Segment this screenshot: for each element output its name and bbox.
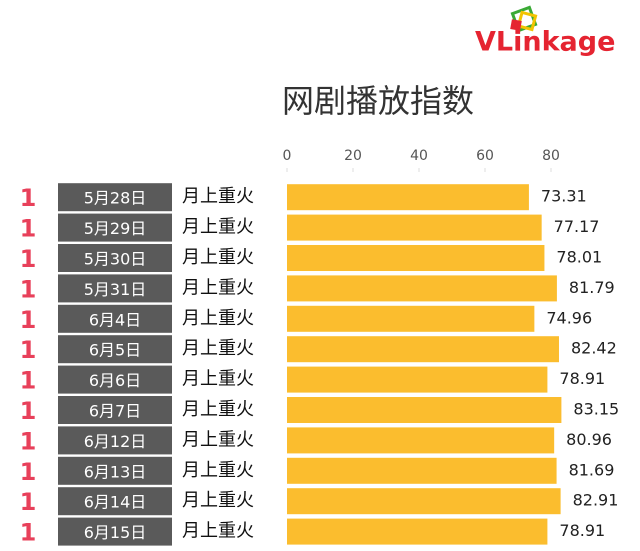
x-tick-label: 80	[542, 148, 560, 164]
x-tick-label: 0	[283, 148, 292, 164]
bar	[287, 457, 557, 484]
rank: 1	[20, 397, 37, 425]
show-name: 月上重火	[182, 247, 254, 268]
date-box	[58, 213, 172, 242]
show-name: 月上重火	[182, 399, 254, 420]
date-box	[58, 517, 172, 546]
bar	[287, 245, 545, 271]
x-tick-label: 60	[476, 148, 494, 164]
value-label: 80.96	[566, 430, 612, 449]
show-name: 月上重火	[182, 460, 254, 481]
bar	[287, 488, 561, 515]
date-box	[58, 304, 172, 333]
bar	[287, 336, 559, 363]
rank: 1	[20, 215, 37, 243]
category-label: 6月5日	[89, 341, 141, 360]
logo-icon	[510, 5, 538, 33]
value-label: 81.79	[569, 278, 615, 297]
category-label: 6月12日	[84, 432, 147, 451]
show-name: 月上重火	[182, 217, 254, 238]
value-label: 82.91	[573, 491, 619, 510]
bar	[287, 214, 542, 241]
category-label: 5月30日	[84, 250, 147, 269]
value-label: 77.17	[554, 217, 600, 236]
value-label: 73.31	[541, 187, 587, 206]
bar	[287, 305, 535, 332]
date-box	[58, 426, 172, 455]
value-label: 78.91	[559, 369, 605, 388]
show-name: 月上重火	[182, 490, 254, 511]
value-label: 81.69	[569, 460, 615, 479]
date-box	[58, 456, 172, 485]
category-label: 6月6日	[89, 371, 141, 390]
value-label: 78.01	[556, 248, 602, 267]
rank: 1	[20, 336, 37, 364]
category-label: 5月28日	[84, 189, 147, 208]
value-label: 78.91	[559, 521, 605, 540]
value-label: 83.15	[573, 400, 619, 419]
rank: 1	[20, 427, 37, 455]
rank: 1	[20, 458, 37, 486]
rank: 1	[20, 519, 37, 547]
chart-title: 网剧播放指数	[282, 82, 474, 120]
bar	[287, 397, 562, 423]
bar	[287, 427, 555, 454]
x-tick-label: 40	[410, 148, 428, 164]
date-box	[58, 487, 172, 516]
bar	[287, 184, 529, 211]
rank: 1	[20, 488, 37, 516]
rank: 1	[20, 275, 37, 303]
category-label: 6月13日	[84, 462, 147, 481]
show-name: 月上重火	[182, 308, 254, 329]
date-box	[58, 244, 172, 272]
show-name: 月上重火	[182, 186, 254, 207]
value-label: 74.96	[546, 308, 592, 327]
value-label: 82.42	[571, 339, 617, 358]
logo: VLinkage	[475, 27, 615, 58]
bar	[287, 366, 548, 393]
category-label: 5月29日	[84, 219, 147, 238]
date-box	[58, 365, 172, 394]
rank: 1	[20, 306, 37, 334]
rank: 1	[20, 367, 37, 395]
show-name: 月上重火	[182, 338, 254, 359]
show-name: 月上重火	[182, 277, 254, 298]
show-name: 月上重火	[182, 429, 254, 450]
date-box	[58, 274, 172, 303]
date-box	[58, 335, 172, 364]
category-label: 5月31日	[84, 280, 147, 299]
x-tick-label: 20	[344, 148, 362, 164]
date-box	[58, 183, 172, 212]
rank: 1	[20, 184, 37, 212]
category-label: 6月14日	[84, 493, 147, 512]
category-label: 6月7日	[89, 402, 141, 421]
category-label: 6月4日	[89, 310, 141, 329]
show-name: 月上重火	[182, 521, 254, 542]
category-label: 6月15日	[84, 523, 147, 542]
date-box	[58, 396, 172, 424]
rank: 1	[20, 245, 37, 273]
bar	[287, 518, 548, 545]
show-name: 月上重火	[182, 369, 254, 390]
bar	[287, 275, 557, 302]
